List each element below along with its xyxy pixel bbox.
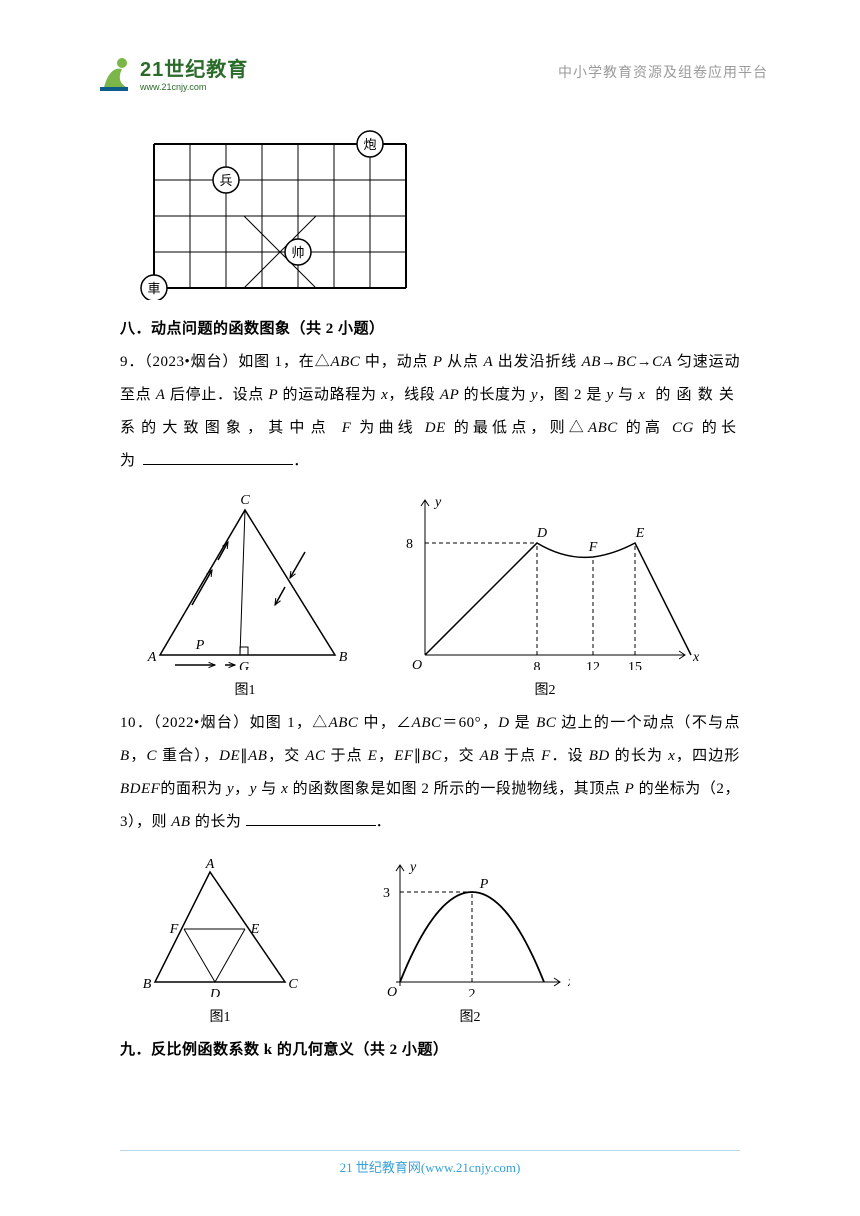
logo-text: 21世纪教育 <box>140 53 248 82</box>
answer-blank-9[interactable] <box>143 450 293 465</box>
question-9: 9．（2023•烟台）如图 1，在△ABC 中，动点 P 从点 A 出发沿折线 … <box>120 346 740 478</box>
svg-text:C: C <box>240 493 250 508</box>
logo: 21世纪教育 www.21cnjy.com <box>92 51 248 93</box>
svg-text:O: O <box>412 658 422 670</box>
svg-text:8: 8 <box>534 660 541 670</box>
svg-text:E: E <box>635 526 645 541</box>
fig2-caption: 图2 <box>390 679 700 699</box>
q10-figure-1: A B C D E F 图1 <box>140 857 300 1026</box>
q9-figure-row: A B C G P 图1 Ox y 8 8 12 15 D F E 图2 <box>140 490 740 699</box>
answer-blank-10[interactable] <box>246 811 376 826</box>
svg-text:A: A <box>147 650 157 665</box>
svg-text:D: D <box>209 987 220 997</box>
fig4-caption: 图2 <box>370 1006 570 1026</box>
svg-text:C: C <box>288 977 298 992</box>
chess-figure: 炮兵帅車 <box>140 130 740 305</box>
svg-text:3: 3 <box>383 886 390 901</box>
logo-url: www.21cnjy.com <box>140 82 248 92</box>
q9-text: 9．（2023•烟台）如图 1，在△ <box>120 354 330 370</box>
fig1-caption: 图1 <box>140 679 350 699</box>
svg-text:帅: 帅 <box>291 245 304 260</box>
svg-text:12: 12 <box>586 660 600 670</box>
svg-text:P: P <box>195 638 205 653</box>
svg-text:2: 2 <box>469 987 476 997</box>
svg-text:車: 車 <box>147 281 160 296</box>
q10-figure-2: Ox y 2 3 P 图2 <box>370 857 570 1026</box>
q9-figure-2: Ox y 8 8 12 15 D F E 图2 <box>390 490 700 699</box>
svg-text:E: E <box>250 922 260 937</box>
svg-text:A: A <box>205 857 215 872</box>
q10-figure-row: A B C D E F 图1 Ox y 2 3 P 图2 <box>140 857 740 1026</box>
svg-text:F: F <box>169 922 179 937</box>
page-header: 21世纪教育 www.21cnjy.com 中小学教育资源及组卷应用平台 <box>0 42 860 102</box>
q9-figure-1: A B C G P 图1 <box>140 490 350 699</box>
svg-text:P: P <box>479 877 489 892</box>
svg-text:B: B <box>339 650 348 665</box>
svg-text:F: F <box>588 540 598 555</box>
section-9-title: 九．反比例函数系数 k 的几何意义（共 2 小题） <box>120 1038 740 1059</box>
section-8-title: 八．动点问题的函数图象（共 2 小题） <box>120 317 740 338</box>
header-right-text: 中小学教育资源及组卷应用平台 <box>558 62 768 82</box>
svg-text:y: y <box>433 495 442 510</box>
svg-text:B: B <box>143 977 152 992</box>
question-10: 10．（2022•烟台）如图 1，△ABC 中，∠ABC＝60°，D 是 BC … <box>120 707 740 839</box>
logo-icon <box>92 51 134 93</box>
fig3-caption: 图1 <box>140 1006 300 1026</box>
svg-text:兵: 兵 <box>219 173 232 188</box>
page-footer: 21 世纪教育网(www.21cnjy.com) <box>0 1150 860 1176</box>
svg-text:G: G <box>239 660 249 670</box>
svg-text:8: 8 <box>406 537 413 552</box>
svg-text:O: O <box>387 985 397 997</box>
content-area: 炮兵帅車 八．动点问题的函数图象（共 2 小题） 9．（2023•烟台）如图 1… <box>120 130 740 1067</box>
svg-text:15: 15 <box>628 660 642 670</box>
svg-text:y: y <box>408 860 417 875</box>
svg-text:x: x <box>692 650 700 665</box>
svg-text:D: D <box>536 526 547 541</box>
footer-text: 21 世纪教育网(www.21cnjy.com) <box>340 1160 521 1175</box>
svg-text:x: x <box>567 975 570 990</box>
svg-text:炮: 炮 <box>363 137 376 152</box>
